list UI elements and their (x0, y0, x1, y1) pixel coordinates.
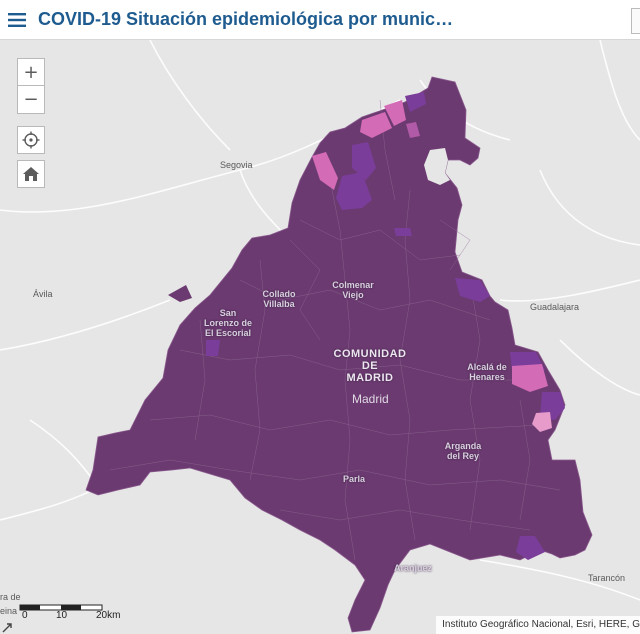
page-title: COVID-19 Situación epidemiológica por mu… (38, 9, 454, 29)
region-label-line: COMUNIDAD (333, 348, 407, 360)
place-label-collado-villalba: Collado Villalba (254, 289, 304, 309)
muni-low-5[interactable] (406, 122, 420, 138)
label-line: El Escorial (204, 328, 252, 338)
locate-button[interactable] (17, 126, 45, 154)
expand-icon[interactable] (1, 620, 15, 634)
muni-low-1[interactable] (360, 112, 392, 138)
place-label-avila: Ávila (33, 289, 53, 299)
muni-lowest-1[interactable] (532, 412, 552, 432)
label-line: del Rey (446, 451, 479, 461)
hamburger-icon (8, 12, 26, 27)
muni-high-7[interactable] (516, 536, 545, 560)
map-view[interactable]: Segovia Ávila Guadalajara Tarancón ra de… (0, 40, 640, 634)
place-label-edge-2: eina (0, 606, 18, 616)
app-header: COVID-19 Situación epidemiológica por mu… (0, 0, 640, 40)
label-line: Villalba (263, 299, 295, 309)
label-line: Collado (262, 289, 296, 299)
region-madrid[interactable] (85, 76, 593, 633)
place-label-edge-1: ra de (0, 592, 21, 602)
place-label-arganda: Arganda del Rey (438, 441, 488, 461)
muni-high-3[interactable] (336, 172, 372, 210)
scale-label-10: 10 (56, 610, 68, 621)
home-button[interactable] (17, 160, 45, 188)
label-line: San (219, 308, 237, 318)
municipal-borders (109, 99, 561, 561)
muni-high-4[interactable] (455, 278, 490, 302)
label-line: Arganda (444, 441, 482, 451)
place-label-san-lorenzo: San Lorenzo de El Escorial (198, 308, 258, 338)
label-line: Colmenar (332, 280, 374, 290)
menu-button[interactable] (0, 0, 34, 40)
place-label-madrid: Madrid (352, 392, 389, 406)
region-label-comunidad-de-madrid: COMUNIDAD DE MADRID (320, 348, 420, 384)
label-line: Henares (469, 372, 505, 382)
muni-low-2[interactable] (384, 100, 406, 126)
place-label-alcala: Alcalá de Henares (460, 362, 514, 382)
scale-label-0: 0 (22, 610, 28, 621)
region-madrid-lobe[interactable] (168, 285, 192, 302)
zoom-in-button[interactable]: + (17, 58, 45, 86)
muni-high-1[interactable] (352, 142, 376, 180)
home-icon (23, 167, 39, 181)
region-label-line: DE (361, 360, 379, 372)
scale-bar: 0 10 20km (0, 592, 140, 634)
label-line: Lorenzo de (203, 318, 252, 328)
header-panel-edge[interactable] (631, 8, 640, 34)
muni-low-4[interactable] (512, 364, 548, 392)
place-label-guadalajara: Guadalajara (530, 302, 580, 312)
label-line: Viejo (342, 290, 364, 300)
place-label-colmenar-viejo: Colmenar Viejo (326, 280, 380, 300)
place-label-segovia: Segovia (220, 160, 253, 170)
muni-high-8[interactable] (394, 228, 412, 236)
place-label-tarancon: Tarancón (588, 573, 626, 583)
muni-high-2[interactable] (405, 92, 426, 112)
scale-bar-graphic (19, 604, 103, 611)
muni-high-9[interactable] (206, 340, 220, 356)
place-label-parla: Parla (342, 474, 366, 484)
label-line: Alcalá de (467, 362, 507, 372)
rate-highlights[interactable] (206, 92, 565, 560)
crosshair-icon (22, 131, 40, 149)
zoom-out-button[interactable]: − (17, 86, 45, 114)
white-enclave (424, 148, 450, 185)
muni-low-3[interactable] (312, 152, 338, 190)
map-attribution[interactable]: Instituto Geográfico Nacional, Esri, HER… (436, 616, 640, 634)
region-label-line: MADRID (346, 372, 394, 384)
place-label-aranjuez: Aranjuez (393, 563, 432, 573)
basemap[interactable] (0, 40, 640, 634)
scale-label-20km: 20km (96, 610, 121, 621)
